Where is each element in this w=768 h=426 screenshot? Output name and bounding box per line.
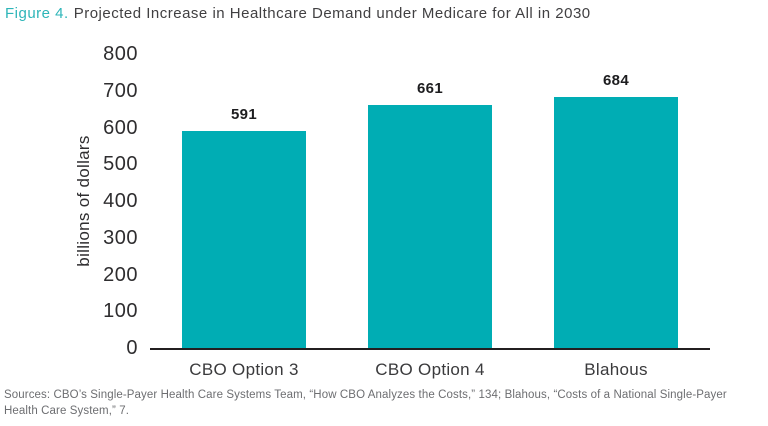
- y-tick-label: 0: [126, 337, 138, 359]
- figure-title-text: Projected Increase in Healthcare Demand …: [73, 5, 591, 22]
- y-tick-label: 200: [103, 263, 138, 286]
- bar-value-label: 661: [417, 80, 443, 97]
- y-tick-label: 800: [103, 43, 138, 65]
- x-axis-category-label: Blahous: [584, 360, 648, 379]
- y-tick-label: 600: [103, 116, 138, 139]
- y-tick-label: 500: [103, 153, 138, 176]
- figure-label: Figure 4.: [5, 5, 69, 22]
- y-tick-label: 700: [103, 79, 138, 102]
- x-axis-category-label: CBO Option 3: [189, 360, 299, 379]
- y-tick-label: 400: [103, 190, 138, 212]
- figure-title: Figure 4. Projected Increase in Healthcar…: [5, 5, 591, 22]
- y-tick-label: 300: [103, 226, 138, 249]
- y-tick-label: 100: [103, 300, 138, 323]
- y-axis-ticks: 0 100 200 300 400 500 600 700 800: [60, 44, 138, 358]
- bar-blahous: [554, 97, 678, 348]
- bar-value-label: 591: [231, 106, 257, 123]
- x-axis-labels: CBO Option 3 CBO Option 4 Blahous: [150, 360, 710, 382]
- plot-area: 591 661 684: [150, 54, 710, 350]
- sources-note: Sources: CBO’s Single-Payer Health Care …: [4, 389, 727, 417]
- bar-cbo-option-3: [182, 131, 306, 348]
- bar-cbo-option-4: [368, 105, 492, 348]
- bar-value-label: 684: [603, 72, 629, 89]
- x-axis-category-label: CBO Option 4: [375, 360, 485, 379]
